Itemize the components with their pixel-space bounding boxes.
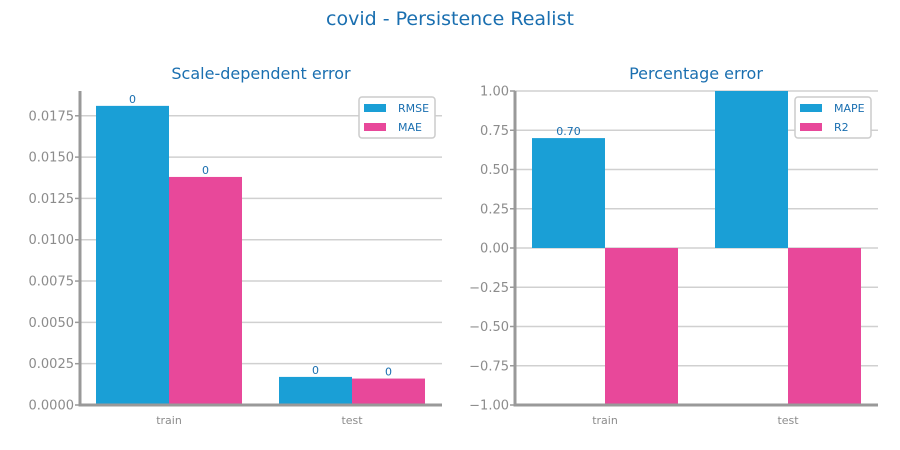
y-tick-label: 0.0150 — [29, 151, 75, 166]
chart-scale-dependent-error: Scale-dependent error 0.0000 0.0025 0.0050 0… — [29, 64, 442, 427]
x-tick-label: test — [777, 414, 799, 427]
x-tick-label: train — [156, 414, 182, 427]
y-tick-label: 0.25 — [480, 202, 509, 217]
y-tick-label: 0.50 — [480, 163, 509, 178]
data-label: 0 — [202, 164, 209, 177]
bar-r2 — [605, 248, 678, 405]
y-tick-label: 0.75 — [480, 124, 509, 139]
y-tick-label: 0.0100 — [29, 233, 75, 248]
y-tick-label: 0.0050 — [29, 316, 75, 331]
y-tick-label: 0.0025 — [29, 357, 75, 372]
bar-mape — [715, 91, 788, 248]
data-label: 0 — [312, 364, 319, 377]
y-tick-label: 0.0125 — [29, 192, 75, 207]
legend: RMSE MAE — [358, 96, 436, 139]
bar-mae — [169, 176, 242, 405]
data-label: 0.70 — [556, 125, 581, 138]
x-tick-label: train — [592, 414, 618, 427]
y-tick-label: 0.00 — [480, 242, 509, 257]
bar-mae — [352, 378, 425, 405]
y-tick-label: −0.25 — [469, 281, 509, 296]
legend-label: MAPE — [834, 102, 865, 115]
x-tick-label: test — [341, 414, 363, 427]
data-label: 0 — [385, 366, 392, 379]
legend-swatch — [364, 104, 386, 112]
legend-swatch — [800, 123, 822, 131]
data-label: 0 — [129, 93, 136, 106]
legend-label: RMSE — [398, 102, 429, 115]
bar-mape — [532, 138, 605, 248]
y-tick-label: 0.0075 — [29, 275, 75, 290]
legend-label: MAE — [398, 121, 422, 134]
legend-label: R2 — [834, 121, 849, 134]
legend-swatch — [800, 104, 822, 112]
y-tick-label: −1.00 — [469, 399, 509, 414]
legend: MAPE R2 — [794, 96, 872, 139]
figure-title: covid - Persistence Realist — [326, 8, 574, 30]
y-tick-label: 1.00 — [480, 85, 509, 100]
bar-rmse — [96, 105, 169, 405]
y-tick-label: −0.50 — [469, 320, 509, 335]
bar-rmse — [279, 376, 352, 405]
y-tick-label: 0.0000 — [29, 399, 75, 414]
chart-percentage-error: Percentage error −1.00 −0.75 −0.50 −0.25 0.00… — [469, 64, 878, 427]
y-tick-label: 0.0175 — [29, 109, 75, 124]
y-tick-label: −0.75 — [469, 359, 509, 374]
legend-swatch — [364, 123, 386, 131]
chart-title: Scale-dependent error — [171, 64, 351, 83]
chart-title: Percentage error — [629, 64, 763, 83]
bar-r2 — [788, 248, 861, 405]
